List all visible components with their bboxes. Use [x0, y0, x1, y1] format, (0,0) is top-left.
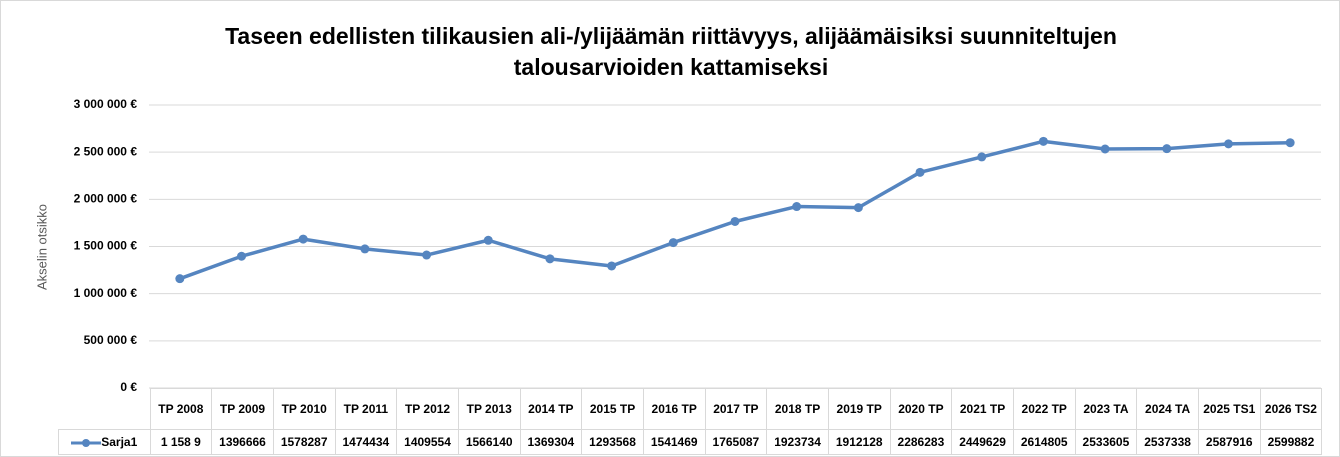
data-label: 2614805 [1012, 429, 1076, 455]
data-label: 2599882 [1259, 429, 1323, 455]
legend-cell: Sarja1 [58, 429, 151, 455]
point [977, 152, 987, 162]
point [237, 251, 247, 261]
data-label: 1396666 [211, 429, 274, 455]
data-label: 1 158 9 [149, 429, 213, 455]
data-label: 2286283 [889, 429, 953, 455]
data-label: 1912128 [827, 429, 891, 455]
x-tick-label: TP 2013 [457, 388, 521, 430]
data-label: 1566140 [457, 429, 521, 455]
data-table: TP 2008 TP 2009 TP 2010 TP 2011 TP 2012 TP 20… [58, 388, 1323, 455]
point [1038, 136, 1048, 146]
series-line [179, 139, 1291, 281]
legend-label: Sarja1 [101, 435, 138, 449]
data-label: 1923734 [766, 429, 829, 455]
point [298, 234, 308, 244]
y-axis-label: Akselin otsikko [34, 204, 49, 290]
table-corner [59, 389, 151, 430]
x-tick-label: TP 2011 [334, 388, 398, 430]
data-label: 1293568 [581, 429, 644, 455]
data-label: 1765087 [704, 429, 768, 455]
point [1223, 139, 1233, 149]
data-label: 1409554 [396, 429, 459, 455]
point [545, 254, 555, 264]
x-tick-label: 2024 TA [1136, 388, 1199, 430]
point [360, 244, 370, 254]
x-tick-label: 2016 TP [642, 388, 706, 430]
point [483, 235, 493, 245]
data-label: 1578287 [272, 429, 336, 455]
y-tick-label: 2 000 000 € [74, 192, 138, 206]
y-tick-label: 500 000 € [84, 333, 138, 347]
legend-dot [82, 438, 91, 447]
point [792, 202, 802, 212]
y-tick-label: 0 € [120, 380, 137, 394]
point [668, 238, 678, 248]
x-tick-label: 2026 TS2 [1259, 388, 1323, 430]
x-tick-label: 2023 TA [1074, 388, 1138, 430]
x-tick-label: 2018 TP [766, 388, 829, 430]
chart-title: Taseen edellisten tilikausien ali-/ylijä… [225, 23, 1117, 80]
table-data-row: Sarja1 1 158 9 1396666 1578287 1474434 140955… [58, 429, 1323, 455]
table-header-row: TP 2008 TP 2009 TP 2010 TP 2011 TP 2012 TP 20… [59, 388, 1323, 430]
x-tick-label: TP 2010 [272, 388, 336, 430]
y-tick-label: 1 500 000 € [74, 239, 138, 253]
x-tick-label: 2022 TP [1012, 388, 1076, 430]
point [730, 216, 740, 226]
x-tick-label: 2020 TP [889, 388, 953, 430]
data-label: 1369304 [519, 429, 583, 455]
x-tick-label: 2015 TP [581, 388, 644, 430]
point [853, 203, 863, 213]
point [1162, 144, 1172, 154]
data-label: 1474434 [334, 429, 398, 455]
data-label: 2587916 [1197, 429, 1261, 455]
x-tick-label: 2014 TP [519, 388, 583, 430]
x-tick-label: TP 2012 [396, 388, 459, 430]
data-label: 2537338 [1136, 429, 1199, 455]
x-tick-label: TP 2009 [211, 388, 274, 430]
point [915, 167, 925, 177]
y-tick-label: 2 500 000 € [74, 144, 138, 158]
x-tick-label: 2017 TP [704, 388, 768, 430]
point [1100, 144, 1110, 154]
x-tick-label: 2025 TS1 [1197, 388, 1261, 430]
point [607, 261, 617, 271]
point [1285, 138, 1295, 148]
data-label: 2533605 [1074, 429, 1138, 455]
data-label: 1541469 [642, 429, 706, 455]
x-tick-label: 2019 TP [827, 388, 891, 430]
y-tick-label: 3 000 000 € [74, 97, 138, 111]
y-tick-label: 1 000 000 € [74, 286, 138, 300]
point [422, 250, 432, 260]
x-tick-label: 2021 TP [951, 388, 1014, 430]
data-label: 2449629 [951, 429, 1014, 455]
legend-marker [71, 438, 102, 447]
point [175, 274, 185, 284]
x-tick-label: TP 2008 [149, 388, 213, 430]
